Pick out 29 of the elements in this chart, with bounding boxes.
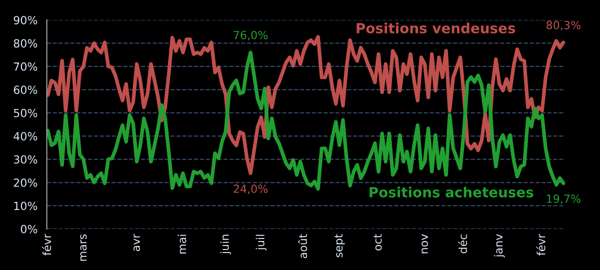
x-tick-label: juin — [220, 234, 232, 254]
x-tick-label: mars — [80, 234, 87, 261]
series-label: Positions acheteuses — [370, 186, 534, 198]
y-tick-label: 90% — [14, 16, 38, 24]
y-tick-label: 0% — [20, 224, 38, 234]
annotation: 80,3% — [546, 20, 580, 30]
x-tick-label: avr — [134, 234, 140, 252]
x-tick-label: févr — [536, 234, 546, 256]
x-tick-label: sept — [334, 234, 345, 258]
annotation: 19,7% — [546, 194, 580, 204]
y-tick-label: 10% — [14, 202, 38, 210]
y-tick-label: 40% — [14, 132, 38, 140]
x-tick-label: mai — [178, 234, 186, 254]
series-label: Positions vendeuses — [356, 22, 516, 34]
x-tick-label: oct — [374, 234, 382, 250]
y-tick-label: 70% — [14, 62, 38, 71]
annotation: 24,0% — [234, 184, 268, 194]
x-tick-label: août — [298, 234, 308, 258]
x-tick-label: juil — [256, 234, 267, 250]
y-tick-label: 80% — [14, 39, 38, 48]
y-tick-label: 50% — [14, 108, 38, 118]
x-tick-label: févr — [42, 234, 52, 256]
x-tick-label: déc — [458, 234, 468, 254]
y-tick-label: 60% — [14, 86, 38, 94]
x-tick-label: janv — [494, 234, 505, 258]
y-tick-label: 30% — [14, 155, 38, 164]
x-tick-label: nov — [422, 234, 428, 254]
y-tick-label: 20% — [14, 178, 38, 187]
annotation: 76,0% — [234, 30, 268, 40]
